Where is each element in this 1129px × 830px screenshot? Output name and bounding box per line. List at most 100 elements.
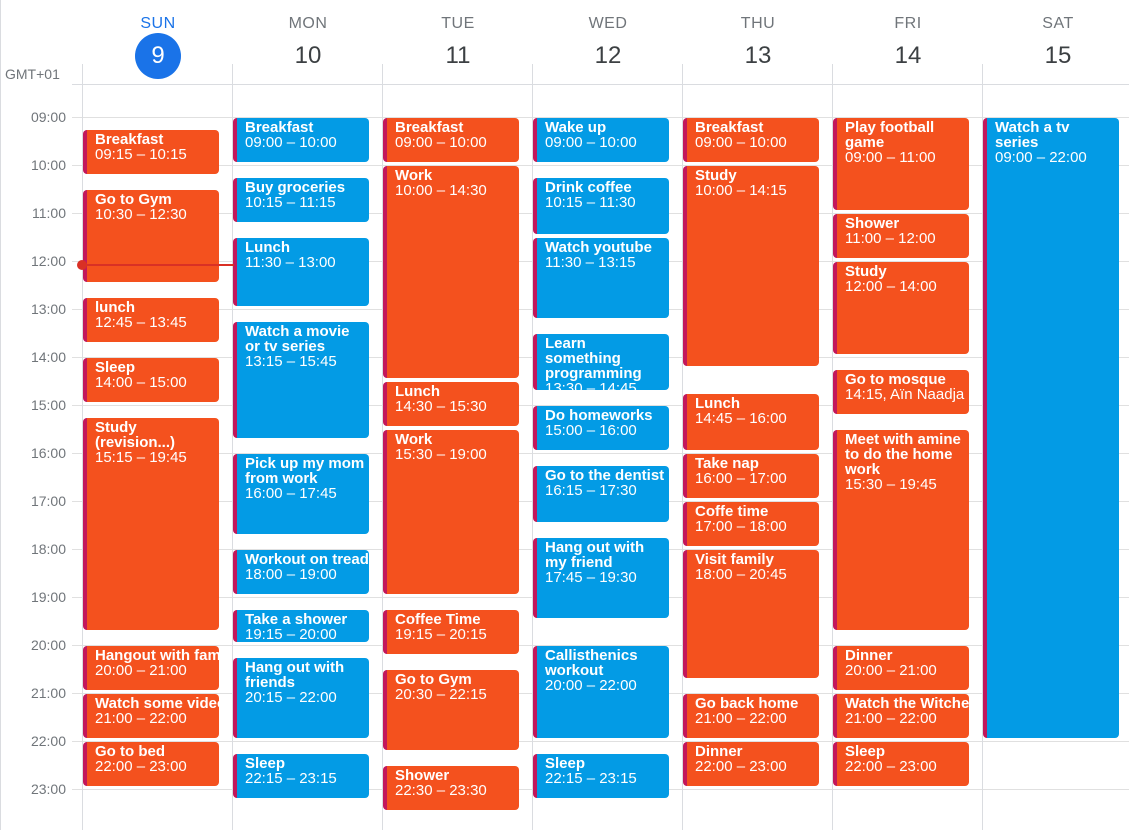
event-block[interactable]: Dinner 22:00 – 23:00 (683, 742, 819, 786)
event-block[interactable]: Workout on treadmill18:00 – 19:00 (233, 550, 369, 594)
event-time: 20:00 – 22:00 (545, 677, 637, 694)
event-block[interactable]: Watch youtube 11:30 – 13:15 (533, 238, 669, 318)
event-block[interactable]: Sleep 22:15 – 23:15 (533, 754, 669, 798)
day-number[interactable]: 14 (894, 42, 922, 69)
event-time: 12:00 – 14:00 (845, 278, 937, 295)
event-time: 18:00 – 20:45 (695, 566, 787, 583)
event-block[interactable]: Go to mosque 14:15, Aïn Naadja (833, 370, 969, 414)
day-header-sun[interactable]: SUN 9 (83, 0, 233, 84)
event-title: Sleep (245, 755, 286, 772)
event-title: Dinner (845, 647, 893, 664)
day-number[interactable]: 11 (445, 42, 471, 69)
event-block[interactable]: Breakfast 09:00 – 10:00 (233, 118, 369, 162)
hour-gridline (72, 741, 1129, 742)
event-block[interactable]: Do homeworks 15:00 – 16:00 (533, 406, 669, 450)
hour-label: 09:00 (30, 109, 66, 125)
event-block[interactable]: lunch 12:45 – 13:45 (83, 298, 219, 342)
event-title: Meet with amine to do the home work (845, 431, 961, 478)
event-block[interactable]: Visit family 18:00 – 20:45 (683, 550, 819, 678)
event-time: 11:30 – 13:00 (245, 254, 336, 271)
event-block[interactable]: Meet with amine to do the home work 15:30… (833, 430, 969, 630)
event-block[interactable]: Learn something programming 13:30 – 14:45 (533, 334, 669, 390)
event-block[interactable]: Sleep 22:15 – 23:15 (233, 754, 369, 798)
day-number[interactable]: 12 (594, 42, 622, 69)
event-block[interactable]: Watch some videos21:00 – 22:00 (83, 694, 219, 738)
event-block[interactable]: Callisthenics workout 20:00 – 22:00 (533, 646, 669, 738)
day-column-divider (82, 64, 83, 830)
day-number[interactable]: 15 (1044, 42, 1072, 69)
event-time: 20:15 – 22:00 (245, 689, 337, 706)
day-of-week: THU (740, 15, 776, 32)
event-block[interactable]: Watch a movie or tv series 13:15 – 15:45 (233, 322, 369, 438)
event-block[interactable]: Go to bed 22:00 – 23:00 (83, 742, 219, 786)
event-block[interactable]: Breakfast 09:00 – 10:00 (683, 118, 819, 162)
hour-label: 15:00 (30, 397, 66, 413)
event-title: Drink coffee (545, 179, 632, 196)
day-header-fri[interactable]: FRI 14 (833, 0, 983, 84)
event-block[interactable]: Play football game 09:00 – 11:00 (833, 118, 969, 210)
header-divider (72, 84, 1129, 85)
event-block[interactable]: Shower 22:30 – 23:30 (383, 766, 519, 810)
event-block[interactable]: Take a shower 19:15 – 20:00 (233, 610, 369, 642)
event-block[interactable]: Hangout with family20:00 – 21:00 (83, 646, 219, 690)
event-block[interactable]: Coffe time 17:00 – 18:00 (683, 502, 819, 546)
event-title: Watch some videos (95, 695, 219, 712)
hour-label: 19:00 (30, 589, 66, 605)
event-block[interactable]: Lunch 14:45 – 16:00 (683, 394, 819, 450)
event-block[interactable]: Breakfast 09:00 – 10:00 (383, 118, 519, 162)
event-block[interactable]: Go to Gym 10:30 – 12:30 (83, 190, 219, 282)
event-block[interactable]: Dinner 20:00 – 21:00 (833, 646, 969, 690)
event-block[interactable]: Pick up my mom from work 16:00 – 17:45 (233, 454, 369, 534)
event-block[interactable]: Watch the Witcher 21:00 – 22:00 (833, 694, 969, 738)
event-block[interactable]: Breakfast 09:15 – 10:15 (83, 130, 219, 174)
hour-label: 13:00 (30, 301, 66, 317)
event-block[interactable]: Hang out with friends 20:15 – 22:00 (233, 658, 369, 738)
event-time: 09:00 – 10:00 (395, 134, 487, 151)
event-block[interactable]: Go to the dentist 16:15 – 17:30 (533, 466, 669, 522)
day-number[interactable]: 10 (294, 42, 322, 69)
event-block[interactable]: Work 10:00 – 14:30 (383, 166, 519, 378)
event-time: 22:15 – 23:15 (545, 770, 637, 787)
day-header-thu[interactable]: THU 13 (683, 0, 833, 84)
day-of-week: SAT (1042, 15, 1074, 32)
event-title: Shower (395, 767, 450, 784)
event-block[interactable]: Study (revision...) 15:15 – 19:45 (83, 418, 219, 630)
day-number[interactable]: 13 (744, 42, 772, 69)
event-time: 20:30 – 22:15 (395, 686, 487, 703)
event-block[interactable]: Buy groceries 10:15 – 11:15 (233, 178, 369, 222)
event-block[interactable]: Shower 11:00 – 12:00 (833, 214, 969, 258)
event-block[interactable]: Hang out with my friend 17:45 – 19:30 (533, 538, 669, 618)
event-block[interactable]: Sleep 22:00 – 23:00 (833, 742, 969, 786)
hour-label: 22:00 (30, 733, 66, 749)
day-header-tue[interactable]: TUE 11 (383, 0, 533, 84)
event-block[interactable]: Coffee Time 19:15 – 20:15 (383, 610, 519, 654)
event-time: 18:00 – 19:00 (245, 566, 337, 583)
event-block[interactable]: Work 15:30 – 19:00 (383, 430, 519, 594)
event-block[interactable]: Go to Gym 20:30 – 22:15 (383, 670, 519, 750)
event-block[interactable]: Lunch 14:30 – 15:30 (383, 382, 519, 426)
event-block[interactable]: Take nap 16:00 – 17:00 (683, 454, 819, 498)
event-title: Callisthenics workout (545, 647, 638, 679)
today-date-circle[interactable]: 9 (135, 33, 181, 79)
event-block[interactable]: Sleep 14:00 – 15:00 (83, 358, 219, 402)
event-block[interactable]: Study 10:00 – 14:15 (683, 166, 819, 366)
event-title: Take a shower (245, 611, 348, 628)
event-title: Lunch (245, 239, 290, 256)
event-title: Sleep (545, 755, 586, 772)
event-block[interactable]: Lunch 11:30 – 13:00 (233, 238, 369, 306)
day-of-week: SUN (140, 15, 176, 32)
day-header-wed[interactable]: WED 12 (533, 0, 683, 84)
event-time: 21:00 – 22:00 (845, 710, 937, 727)
event-block[interactable]: Go back home 21:00 – 22:00 (683, 694, 819, 738)
day-header-mon[interactable]: MON 10 (233, 0, 383, 84)
event-block[interactable]: Wake up 09:00 – 10:00 (533, 118, 669, 162)
day-header-sat[interactable]: SAT 15 (983, 0, 1129, 84)
event-time: 22:00 – 23:00 (95, 758, 187, 775)
day-of-week: FRI (894, 15, 922, 32)
event-block[interactable]: Study 12:00 – 14:00 (833, 262, 969, 354)
event-block[interactable]: Watch a tv series 09:00 – 22:00 (983, 118, 1119, 738)
event-title: Learn something programming (545, 335, 642, 382)
hour-label: 18:00 (30, 541, 66, 557)
event-time: 09:15 – 10:15 (95, 146, 187, 163)
event-block[interactable]: Drink coffee 10:15 – 11:30 (533, 178, 669, 234)
